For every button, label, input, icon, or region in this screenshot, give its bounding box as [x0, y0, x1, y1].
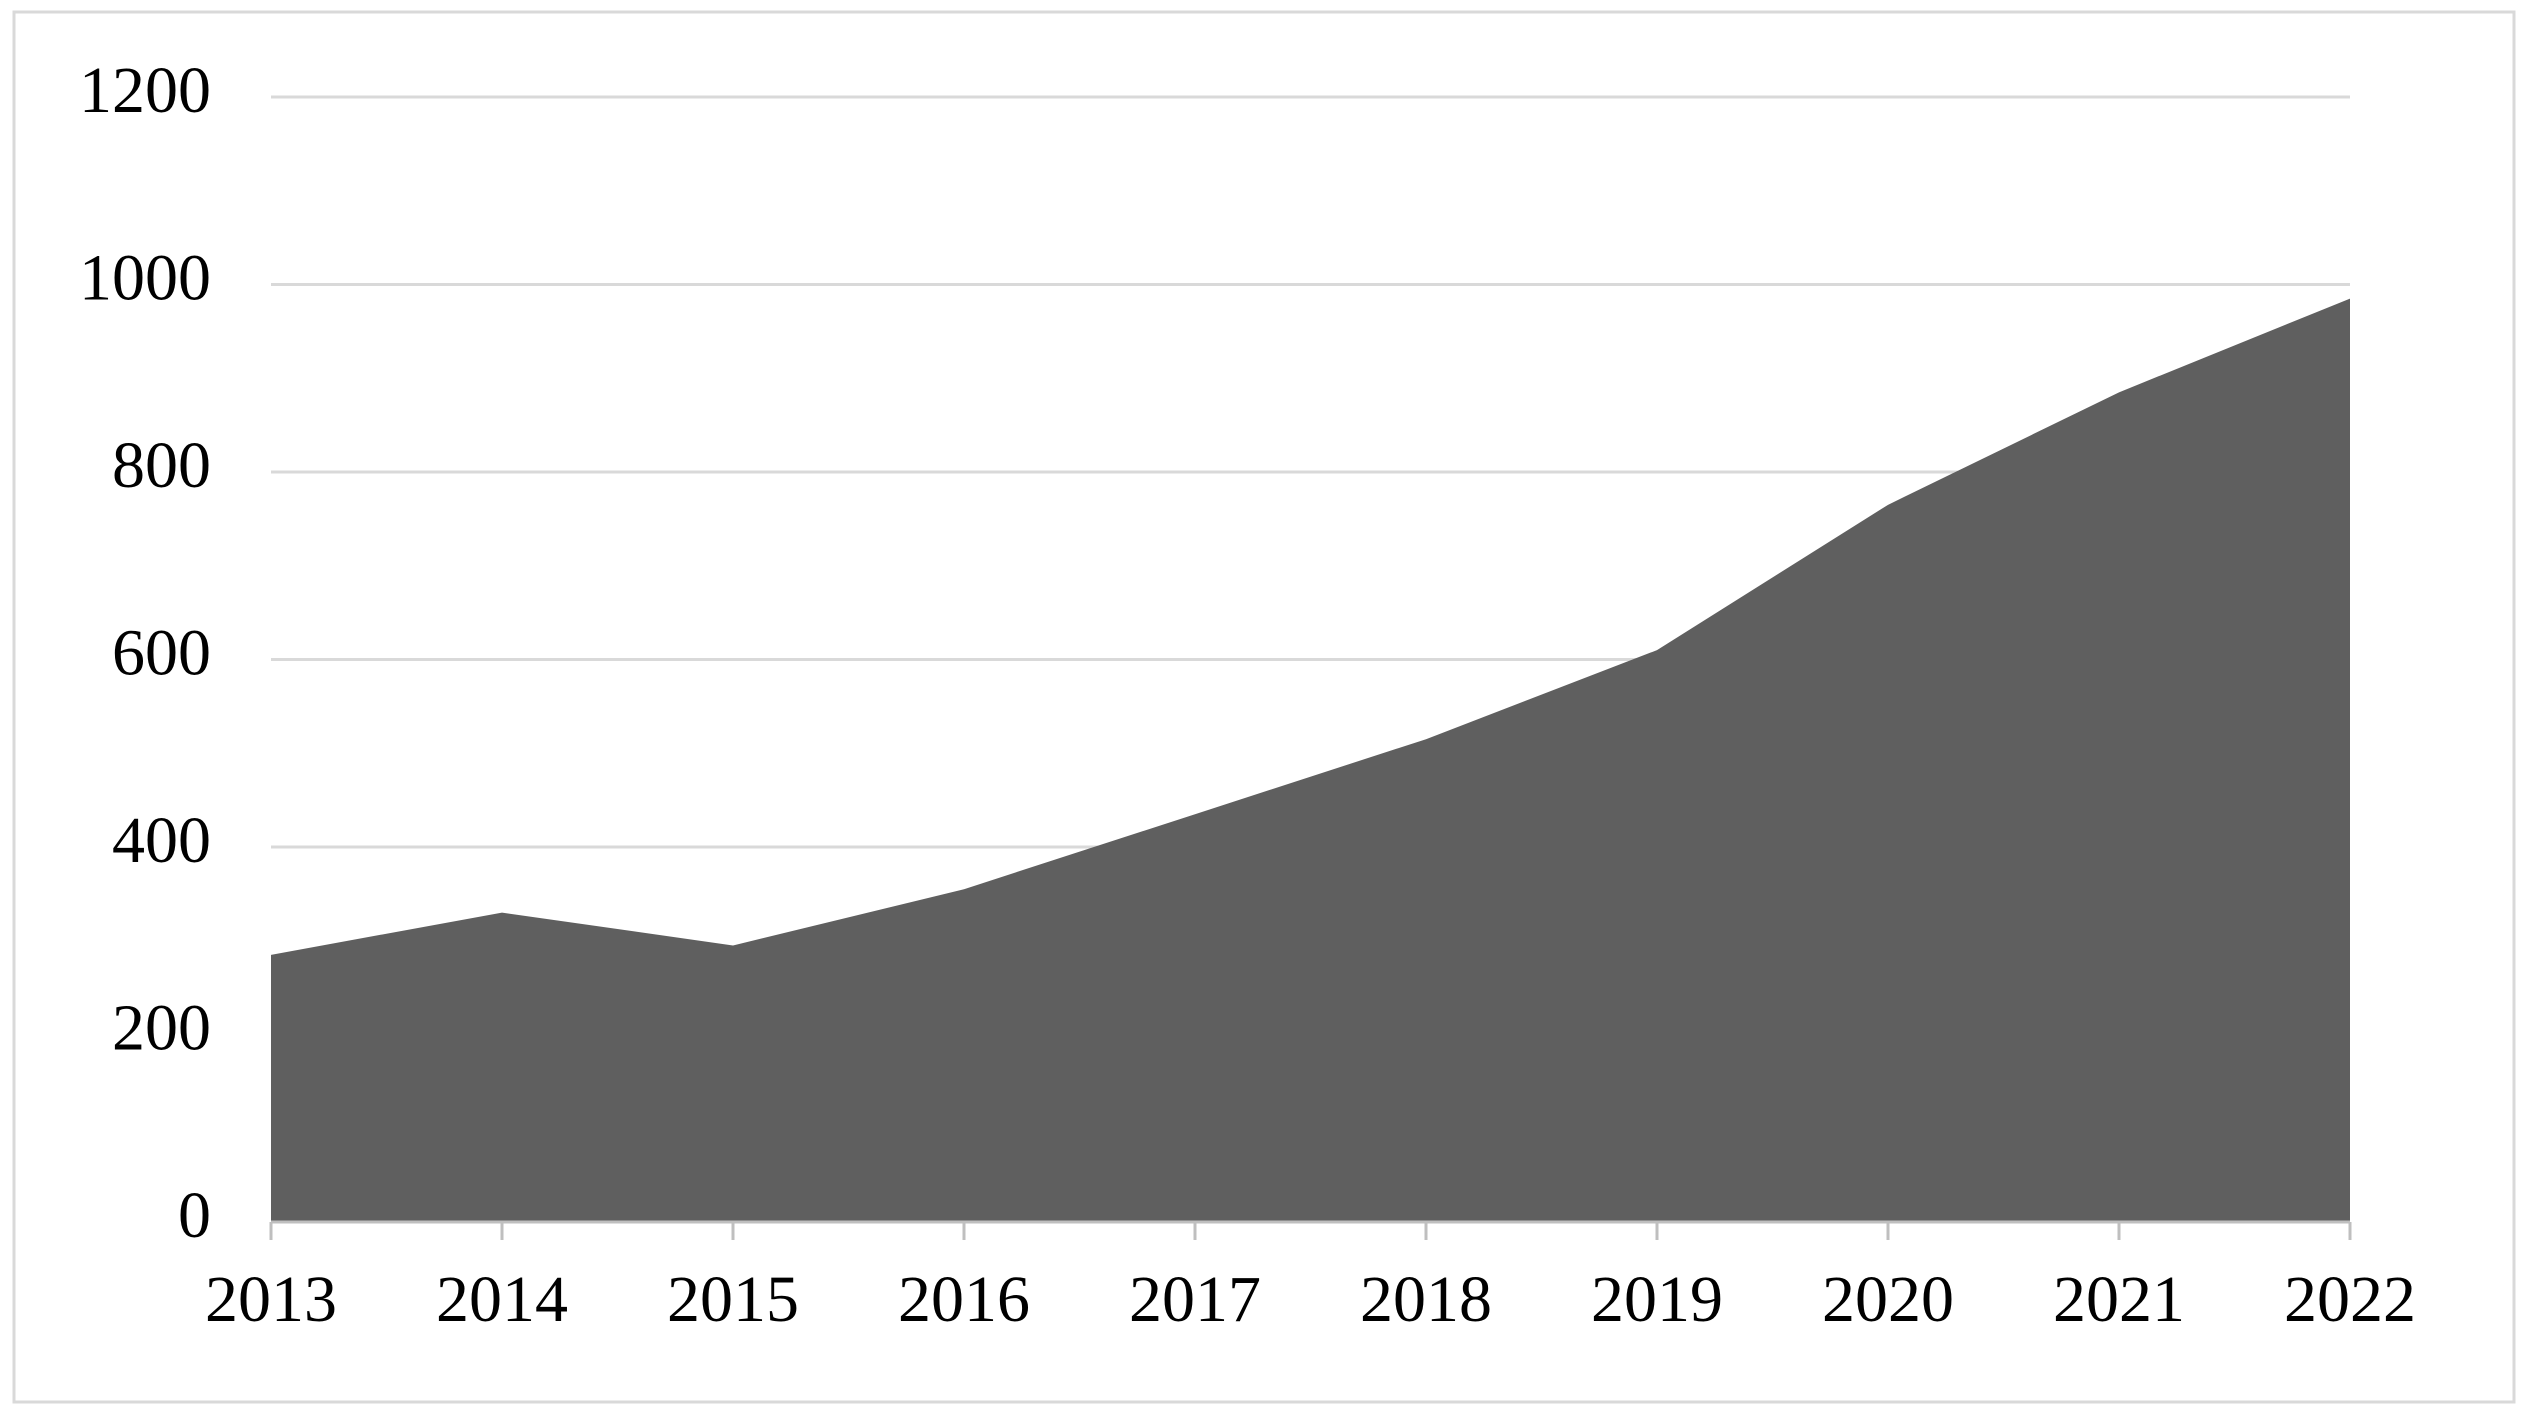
x-tick-label: 2019	[1591, 1263, 1723, 1336]
y-tick-label: 0	[178, 1179, 211, 1252]
y-tick-label: 800	[112, 429, 211, 502]
x-tick-label: 2013	[205, 1263, 337, 1336]
y-tick-label: 1000	[79, 242, 211, 315]
x-tick-label: 2015	[667, 1263, 799, 1336]
x-tick-label: 2017	[1129, 1263, 1261, 1336]
area	[271, 298, 2350, 1222]
y-tick-label: 400	[112, 804, 211, 877]
x-tick-label: 2016	[898, 1263, 1030, 1336]
x-tick-label: 2020	[1822, 1263, 1954, 1336]
x-tick-label: 2014	[436, 1263, 568, 1336]
x-tick-label: 2022	[2284, 1263, 2416, 1336]
y-tick-label: 1200	[79, 54, 211, 127]
x-tick-label: 2018	[1360, 1263, 1492, 1336]
y-tick-label: 600	[112, 617, 211, 690]
x-tick-label: 2021	[2053, 1263, 2185, 1336]
y-tick-label: 200	[112, 992, 211, 1065]
